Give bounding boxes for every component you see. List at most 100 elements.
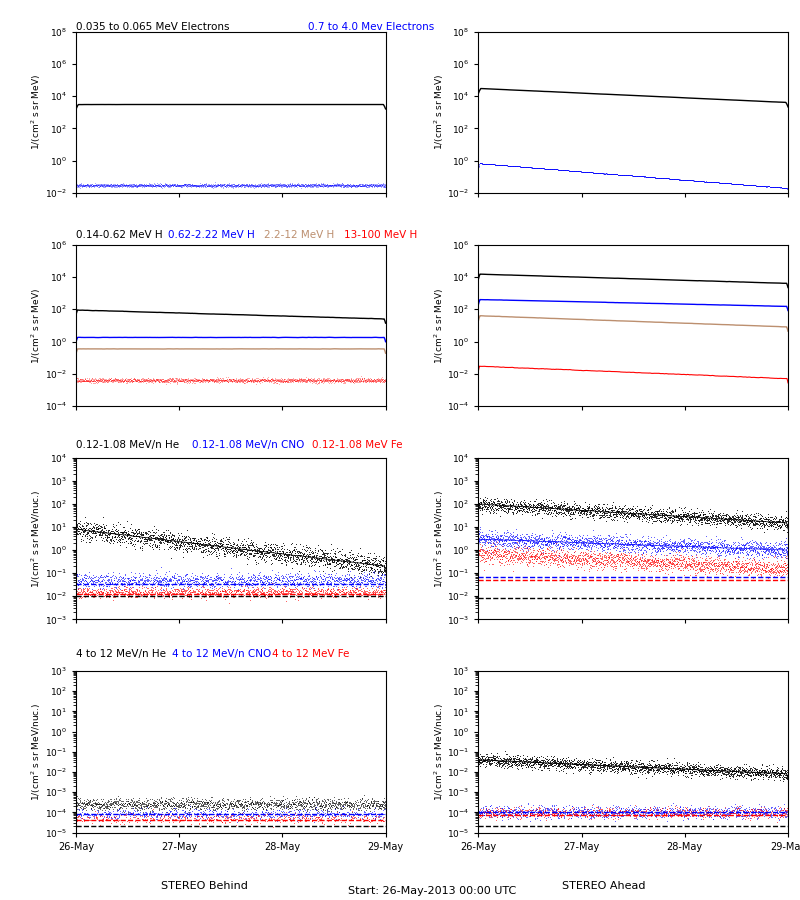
Point xyxy=(681,506,694,520)
Point xyxy=(740,766,753,780)
Point xyxy=(98,583,110,598)
Point xyxy=(540,549,553,563)
Point xyxy=(544,807,557,822)
Point xyxy=(487,808,500,823)
Point xyxy=(215,177,228,192)
Point xyxy=(333,177,346,192)
Point xyxy=(338,180,350,194)
Point xyxy=(742,765,754,779)
Point xyxy=(581,165,594,179)
Point xyxy=(686,803,698,817)
Point xyxy=(636,169,649,184)
Point xyxy=(519,550,532,564)
Point xyxy=(199,544,212,559)
Point xyxy=(134,569,146,583)
Point xyxy=(510,804,523,818)
Point xyxy=(279,550,292,564)
Point xyxy=(608,167,621,182)
Point xyxy=(734,177,747,192)
Point xyxy=(243,792,256,806)
Point xyxy=(232,540,245,554)
Point xyxy=(162,573,175,588)
Point xyxy=(635,508,648,523)
Point xyxy=(735,540,748,554)
Point xyxy=(582,533,595,547)
Point xyxy=(514,503,527,517)
Point xyxy=(494,500,506,514)
Point xyxy=(530,500,543,515)
Point xyxy=(510,500,522,514)
Point xyxy=(579,758,592,772)
Point xyxy=(493,158,506,172)
Point xyxy=(525,526,538,540)
Point xyxy=(724,513,737,527)
Point xyxy=(222,796,235,811)
Point xyxy=(494,158,506,172)
Point xyxy=(535,750,548,764)
Point xyxy=(116,372,129,386)
Point xyxy=(105,810,118,824)
Point xyxy=(154,807,167,822)
Point xyxy=(560,799,573,814)
Point xyxy=(732,550,745,564)
Point xyxy=(639,760,652,775)
Point xyxy=(730,541,742,555)
Point xyxy=(746,513,758,527)
Point xyxy=(710,806,722,820)
Point xyxy=(320,575,333,590)
Point xyxy=(276,799,289,814)
Point xyxy=(526,547,538,562)
Point xyxy=(518,495,531,509)
Point xyxy=(137,575,150,590)
Point xyxy=(297,795,310,809)
Point xyxy=(230,374,242,389)
Point xyxy=(154,179,166,194)
Point xyxy=(170,803,182,817)
Point xyxy=(78,177,91,192)
Point xyxy=(202,536,215,550)
Point xyxy=(665,509,678,524)
Point xyxy=(720,554,733,569)
Point xyxy=(257,548,270,562)
Point xyxy=(484,501,497,516)
Point xyxy=(546,162,559,176)
Point xyxy=(70,526,83,541)
Point xyxy=(218,177,230,192)
Point xyxy=(248,795,261,809)
Point xyxy=(690,764,703,778)
Point xyxy=(650,544,662,559)
Point xyxy=(606,760,618,774)
Point xyxy=(695,174,708,188)
Point xyxy=(655,171,668,185)
Point xyxy=(573,754,586,769)
Point xyxy=(697,536,710,550)
Point xyxy=(622,168,635,183)
Point xyxy=(676,511,689,526)
Point xyxy=(729,538,742,553)
Point xyxy=(324,544,337,558)
Point xyxy=(194,591,207,606)
Point xyxy=(626,168,639,183)
Point xyxy=(157,797,170,812)
Point xyxy=(665,540,678,554)
Point xyxy=(359,796,372,810)
Point xyxy=(710,563,723,578)
Point xyxy=(583,536,596,550)
Point xyxy=(142,178,155,193)
Point xyxy=(601,554,614,569)
Point xyxy=(509,755,522,770)
Point xyxy=(483,806,496,820)
Point xyxy=(681,537,694,552)
Point xyxy=(654,171,667,185)
Point xyxy=(633,509,646,524)
Point xyxy=(245,796,258,811)
Point xyxy=(754,542,766,556)
Point xyxy=(488,809,501,824)
Point xyxy=(510,500,523,515)
Point xyxy=(550,536,562,550)
Point xyxy=(484,553,497,567)
Point xyxy=(146,371,159,385)
Point xyxy=(576,760,589,775)
Point xyxy=(777,801,790,815)
Point xyxy=(114,791,126,806)
